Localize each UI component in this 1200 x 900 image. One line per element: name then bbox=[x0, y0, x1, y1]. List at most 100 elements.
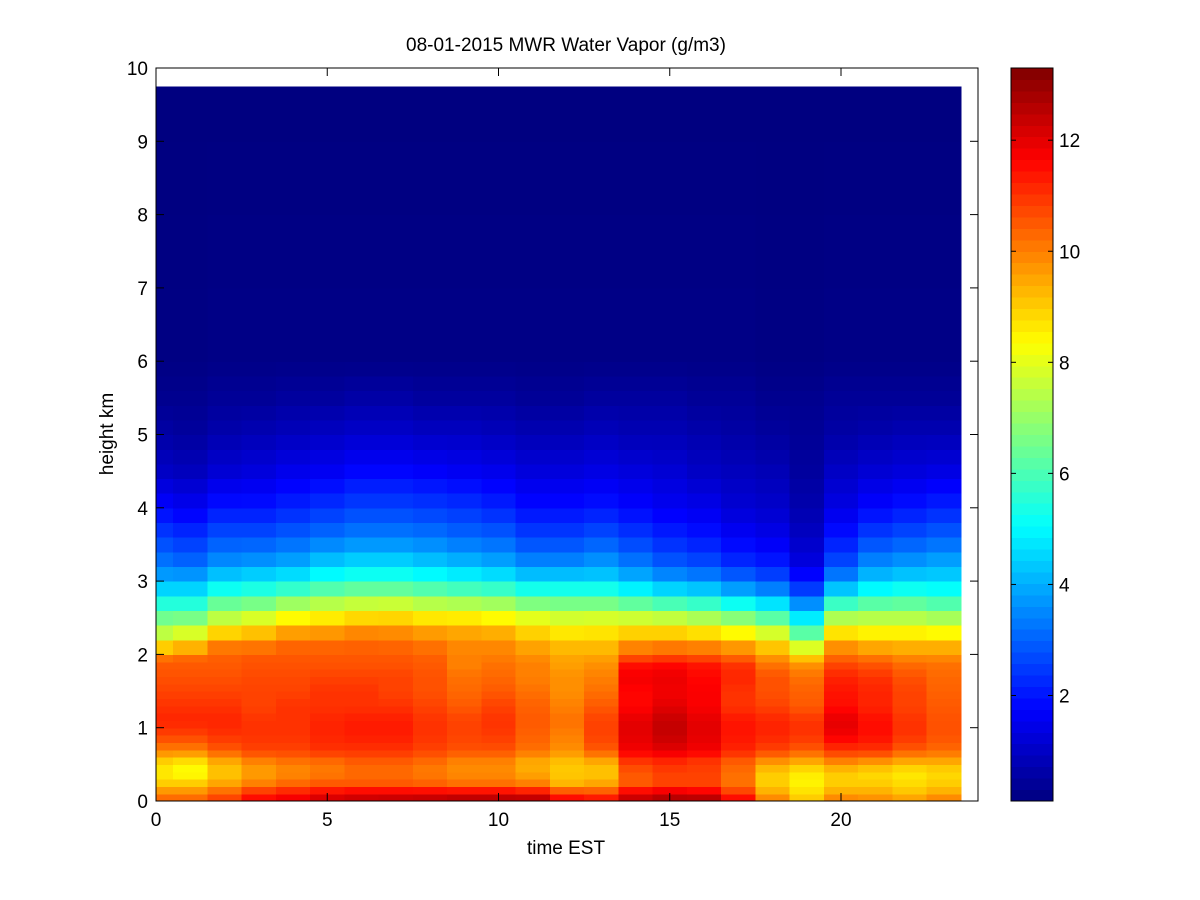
heatmap-cell bbox=[447, 771, 482, 780]
heatmap-cell bbox=[173, 713, 208, 721]
heatmap-cell bbox=[584, 698, 619, 707]
heatmap-cell bbox=[584, 749, 619, 758]
heatmap-cell bbox=[481, 639, 517, 655]
heatmap-cell bbox=[173, 566, 208, 582]
heatmap-cell bbox=[652, 771, 688, 780]
heatmap-cell bbox=[156, 537, 174, 553]
colorbar-swatch bbox=[1011, 766, 1053, 779]
heatmap-cell bbox=[481, 449, 517, 465]
heatmap-cell bbox=[156, 742, 174, 751]
heatmap-cell bbox=[173, 793, 208, 802]
heatmap-cell bbox=[721, 735, 756, 743]
heatmap-cell bbox=[549, 419, 585, 436]
heatmap-cell bbox=[241, 764, 277, 773]
heatmap-cell bbox=[344, 698, 380, 707]
heatmap-cell bbox=[515, 214, 551, 289]
heatmap-cell bbox=[412, 705, 448, 714]
heatmap-cell bbox=[344, 669, 380, 677]
colorbar-swatch bbox=[1011, 159, 1053, 172]
heatmap-cell bbox=[344, 361, 380, 377]
heatmap-cell bbox=[310, 669, 345, 677]
heatmap-cell bbox=[652, 691, 688, 699]
colorbar-swatch bbox=[1011, 216, 1053, 229]
heatmap-cell bbox=[721, 639, 756, 655]
colorbar-swatch bbox=[1011, 560, 1053, 573]
heatmap-cell bbox=[207, 86, 243, 142]
heatmap-cell bbox=[686, 749, 722, 758]
heatmap-cell bbox=[584, 390, 619, 406]
heatmap-cell bbox=[378, 639, 414, 655]
heatmap-cell bbox=[515, 390, 551, 406]
heatmap-cell bbox=[858, 507, 893, 524]
heatmap-cell bbox=[378, 566, 414, 582]
heatmap-cell bbox=[447, 720, 482, 729]
heatmap-cell bbox=[721, 493, 756, 509]
heatmap-cell bbox=[789, 735, 825, 743]
heatmap-cell bbox=[721, 654, 756, 663]
heatmap-cell bbox=[412, 625, 448, 641]
heatmap-cell bbox=[755, 749, 791, 758]
heatmap-cell bbox=[755, 713, 791, 721]
heatmap-cell bbox=[549, 705, 585, 714]
heatmap-cell bbox=[481, 375, 517, 392]
heatmap-cell bbox=[207, 742, 243, 751]
heatmap-cell bbox=[549, 86, 585, 142]
heatmap-cell bbox=[926, 713, 962, 721]
heatmap-cell bbox=[926, 478, 962, 494]
heatmap-cell bbox=[823, 551, 859, 568]
heatmap-cell bbox=[481, 141, 517, 216]
colorbar-swatch bbox=[1011, 354, 1053, 367]
heatmap-cell bbox=[892, 463, 928, 480]
heatmap-cell bbox=[892, 375, 928, 392]
heatmap-cell bbox=[344, 705, 380, 714]
colorbar-tick-label: 6 bbox=[1059, 464, 1070, 485]
heatmap-cell bbox=[173, 691, 208, 699]
heatmap-cell bbox=[207, 669, 243, 677]
heatmap-cell bbox=[481, 771, 517, 780]
heatmap-cell bbox=[412, 390, 448, 406]
heatmap-cell bbox=[412, 771, 448, 780]
heatmap-cell bbox=[789, 720, 825, 729]
heatmap-cell bbox=[652, 493, 688, 509]
heatmap-cell bbox=[412, 661, 448, 670]
heatmap-cell bbox=[755, 676, 791, 685]
heatmap-cell bbox=[892, 507, 928, 524]
heatmap-cell bbox=[926, 727, 962, 736]
heatmap-cell bbox=[721, 375, 756, 392]
heatmap-cell bbox=[892, 625, 928, 641]
heatmap-cell bbox=[310, 786, 345, 795]
heatmap-cell bbox=[926, 676, 962, 685]
heatmap-cell bbox=[173, 449, 208, 465]
heatmap-cell bbox=[652, 749, 688, 758]
heatmap-cell bbox=[275, 669, 311, 677]
heatmap-cell bbox=[275, 551, 311, 568]
heatmap-cell bbox=[310, 735, 345, 743]
heatmap-cell bbox=[789, 375, 825, 392]
heatmap-cell bbox=[686, 522, 722, 538]
heatmap-cells bbox=[156, 86, 962, 802]
heatmap-cell bbox=[515, 757, 551, 765]
heatmap-cell bbox=[447, 749, 482, 758]
heatmap-cell bbox=[618, 86, 654, 142]
colorbar-swatch bbox=[1011, 342, 1053, 355]
heatmap-cell bbox=[652, 463, 688, 480]
heatmap-cell bbox=[173, 639, 208, 655]
colorbar-swatch bbox=[1011, 445, 1053, 458]
heatmap-cell bbox=[652, 779, 688, 787]
heatmap-cell bbox=[156, 771, 174, 780]
heatmap-cell bbox=[241, 551, 277, 568]
heatmap-cell bbox=[721, 86, 756, 142]
heatmap-cell bbox=[823, 691, 859, 699]
heatmap-cell bbox=[584, 595, 619, 612]
heatmap-cell bbox=[173, 749, 208, 758]
heatmap-cell bbox=[275, 793, 311, 802]
heatmap-cell bbox=[481, 405, 517, 421]
heatmap-cell bbox=[344, 720, 380, 729]
heatmap-cell bbox=[310, 434, 345, 450]
heatmap-cell bbox=[310, 287, 345, 362]
heatmap-cell bbox=[344, 478, 380, 494]
heatmap-cell bbox=[515, 625, 551, 641]
heatmap-cell bbox=[310, 654, 345, 663]
heatmap-cell bbox=[378, 661, 414, 670]
heatmap-cell bbox=[515, 764, 551, 773]
